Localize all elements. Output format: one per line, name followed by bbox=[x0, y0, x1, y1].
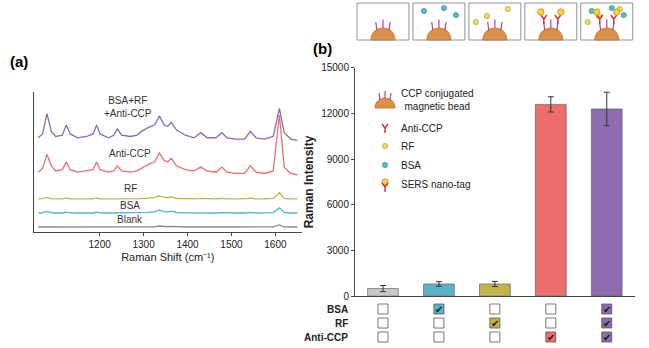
svg-text:1200: 1200 bbox=[89, 239, 112, 250]
svg-text:6000: 6000 bbox=[327, 199, 350, 210]
svg-text:1600: 1600 bbox=[264, 239, 287, 250]
svg-text:9000: 9000 bbox=[327, 154, 350, 165]
svg-text:SERS nano-tag: SERS nano-tag bbox=[401, 179, 471, 190]
svg-text:BSA+RF+Anti-CCP: BSA+RF+Anti-CCP bbox=[104, 95, 152, 119]
svg-text:✔: ✔ bbox=[547, 332, 555, 343]
svg-text:1400: 1400 bbox=[176, 239, 199, 250]
svg-text:RF: RF bbox=[401, 141, 414, 152]
svg-text:0: 0 bbox=[343, 291, 349, 302]
svg-text:BSA: BSA bbox=[401, 160, 421, 171]
svg-text:✔: ✔ bbox=[491, 318, 499, 329]
svg-text:RF: RF bbox=[335, 318, 348, 329]
svg-text:(b): (b) bbox=[313, 40, 332, 57]
svg-text:1500: 1500 bbox=[220, 239, 243, 250]
svg-text:BSA: BSA bbox=[120, 200, 140, 211]
svg-text:✔: ✔ bbox=[603, 318, 611, 329]
svg-text:3000: 3000 bbox=[327, 245, 350, 256]
svg-text:Anti-CCP: Anti-CCP bbox=[109, 148, 151, 159]
svg-text:1300: 1300 bbox=[132, 239, 155, 250]
svg-text:CCP conjugatedmagnetic bead: CCP conjugatedmagnetic bead bbox=[401, 88, 474, 112]
svg-text:Blank: Blank bbox=[117, 214, 143, 225]
svg-text:✔: ✔ bbox=[603, 332, 611, 343]
svg-text:(a): (a) bbox=[10, 53, 28, 70]
svg-text:✔: ✔ bbox=[435, 304, 443, 315]
svg-text:RF: RF bbox=[124, 183, 137, 194]
svg-text:15000: 15000 bbox=[321, 62, 349, 73]
svg-text:✔: ✔ bbox=[603, 304, 611, 315]
svg-text:Raman Shift (cm⁻¹): Raman Shift (cm⁻¹) bbox=[121, 251, 214, 263]
svg-text:Anti-CCP: Anti-CCP bbox=[401, 123, 443, 134]
svg-text:BSA: BSA bbox=[327, 304, 348, 315]
svg-text:Raman Intensity: Raman Intensity bbox=[302, 135, 316, 228]
svg-text:12000: 12000 bbox=[321, 108, 349, 119]
svg-text:Anti-CCP: Anti-CCP bbox=[304, 332, 348, 343]
